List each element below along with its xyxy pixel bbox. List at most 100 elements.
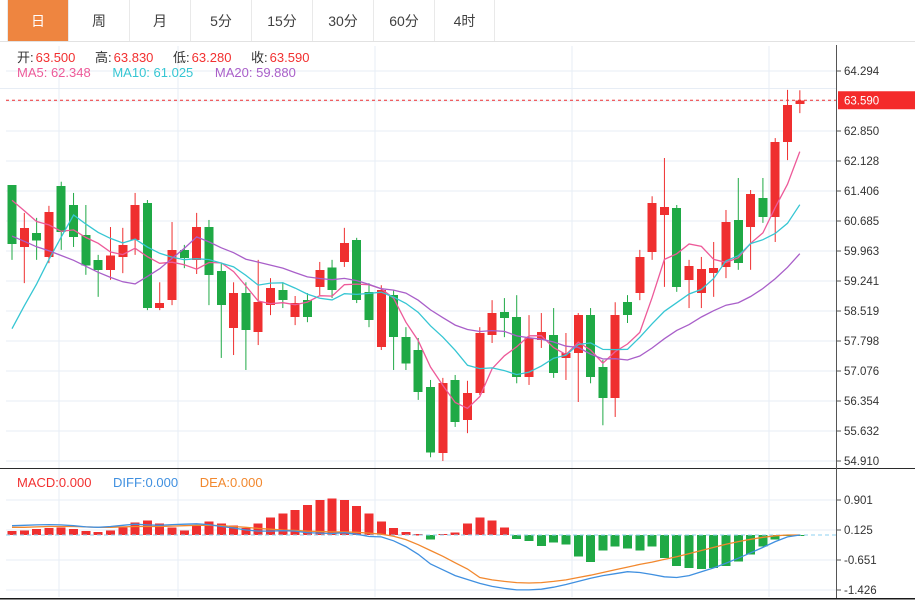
candle (56, 185, 66, 233)
macd-bar (413, 534, 423, 536)
macd-bar (69, 528, 79, 535)
candle (278, 290, 288, 301)
price-tick-label: 59.241 (844, 276, 879, 288)
tab-60min[interactable]: 60分 (373, 0, 434, 41)
high-value: 63.830 (113, 50, 154, 65)
candle (105, 255, 115, 270)
candle (204, 227, 214, 275)
price-tick-label: 64.294 (844, 66, 880, 78)
price-tick-label: 62.128 (844, 156, 879, 168)
candle (795, 100, 805, 104)
candle (413, 350, 423, 393)
tab-30min[interactable]: 30分 (312, 0, 373, 41)
macd-bar (499, 527, 509, 535)
ma20-legend: MA20: 59.880 (214, 65, 296, 80)
ma10-legend: MA10: 61.025 (112, 65, 194, 80)
tab-15min[interactable]: 15分 (251, 0, 312, 41)
macd-bar (19, 530, 29, 535)
macd-bar (278, 513, 288, 535)
candle (253, 301, 263, 333)
dea-value-legend: DEA:0.000 (199, 475, 263, 490)
candle (438, 382, 448, 454)
candle (610, 315, 620, 398)
macd-bar (167, 527, 177, 535)
macd-bar (610, 535, 620, 547)
macd-bar (352, 505, 362, 535)
macd-bar (155, 523, 165, 535)
candle (401, 337, 411, 364)
low-value: 63.280 (191, 50, 232, 65)
candle (229, 293, 239, 329)
tab-4hour[interactable]: 4时 (434, 0, 495, 41)
macd-tick-label: 0.901 (844, 495, 873, 507)
macd-histogram (7, 498, 805, 570)
price-tick-label: 61.406 (844, 186, 879, 198)
macd-bar (204, 521, 214, 535)
tab-day[interactable]: 日 (7, 0, 68, 41)
diff-line (11, 523, 800, 591)
macd-bar (438, 533, 448, 536)
tab-month[interactable]: 月 (129, 0, 190, 41)
low-label: 低: (173, 50, 190, 65)
panel-borders (0, 45, 915, 600)
high-label: 高: (95, 50, 112, 65)
macd-bar (302, 504, 312, 535)
macd-bar (179, 530, 189, 535)
macd-bar (376, 521, 386, 535)
candle (623, 302, 632, 316)
price-tick-label: 56.354 (844, 396, 880, 408)
tab-5min[interactable]: 5分 (190, 0, 251, 41)
macd-bar (450, 532, 460, 535)
candle (130, 204, 140, 240)
candle (659, 207, 669, 215)
price-tick-label: 60.685 (844, 216, 879, 228)
macd-bar (93, 531, 103, 535)
macd-bar (118, 527, 128, 535)
candle (118, 244, 128, 257)
price-tick-label: 57.798 (844, 336, 879, 348)
close-label: 收: (251, 50, 268, 65)
macd-bar (733, 535, 743, 562)
macd-bar (426, 535, 436, 540)
macd-bar (635, 535, 645, 551)
candle (19, 227, 29, 247)
candle (327, 267, 337, 291)
candle (487, 313, 497, 336)
macd-bar (462, 523, 472, 535)
candle (241, 293, 251, 331)
macd-legend-row: MACD:0.000 DIFF:0.000 DEA:0.000 (17, 475, 263, 490)
candle (586, 315, 596, 378)
macd-bar (696, 535, 706, 570)
macd-bar (389, 528, 399, 535)
candle (192, 227, 202, 260)
macd-bar (475, 517, 485, 535)
macd-bar (672, 535, 682, 566)
macd-bar (315, 500, 325, 535)
candle (376, 290, 386, 348)
macd-bar (327, 498, 337, 535)
macd-bar (7, 531, 17, 535)
macd-bar (266, 517, 276, 535)
ma10-line (11, 204, 801, 376)
candle (733, 219, 743, 264)
candle (352, 239, 362, 301)
candle (364, 291, 374, 321)
candle (426, 387, 436, 453)
macd-tick-label: -0.651 (844, 555, 877, 567)
price-tick-label: 55.632 (844, 426, 879, 438)
macd-bar (549, 535, 559, 543)
macd-bar (709, 535, 719, 568)
candle (216, 271, 226, 306)
candle (598, 367, 608, 398)
close-value: 63.590 (269, 50, 310, 65)
dea-line (12, 524, 800, 584)
candle (462, 392, 472, 420)
macd-bar (561, 535, 571, 545)
macd-bar (216, 523, 226, 535)
macd-bar (229, 525, 239, 535)
candle (81, 234, 91, 266)
candle (290, 303, 300, 318)
tab-week[interactable]: 周 (68, 0, 129, 41)
ma20-line (11, 235, 801, 361)
